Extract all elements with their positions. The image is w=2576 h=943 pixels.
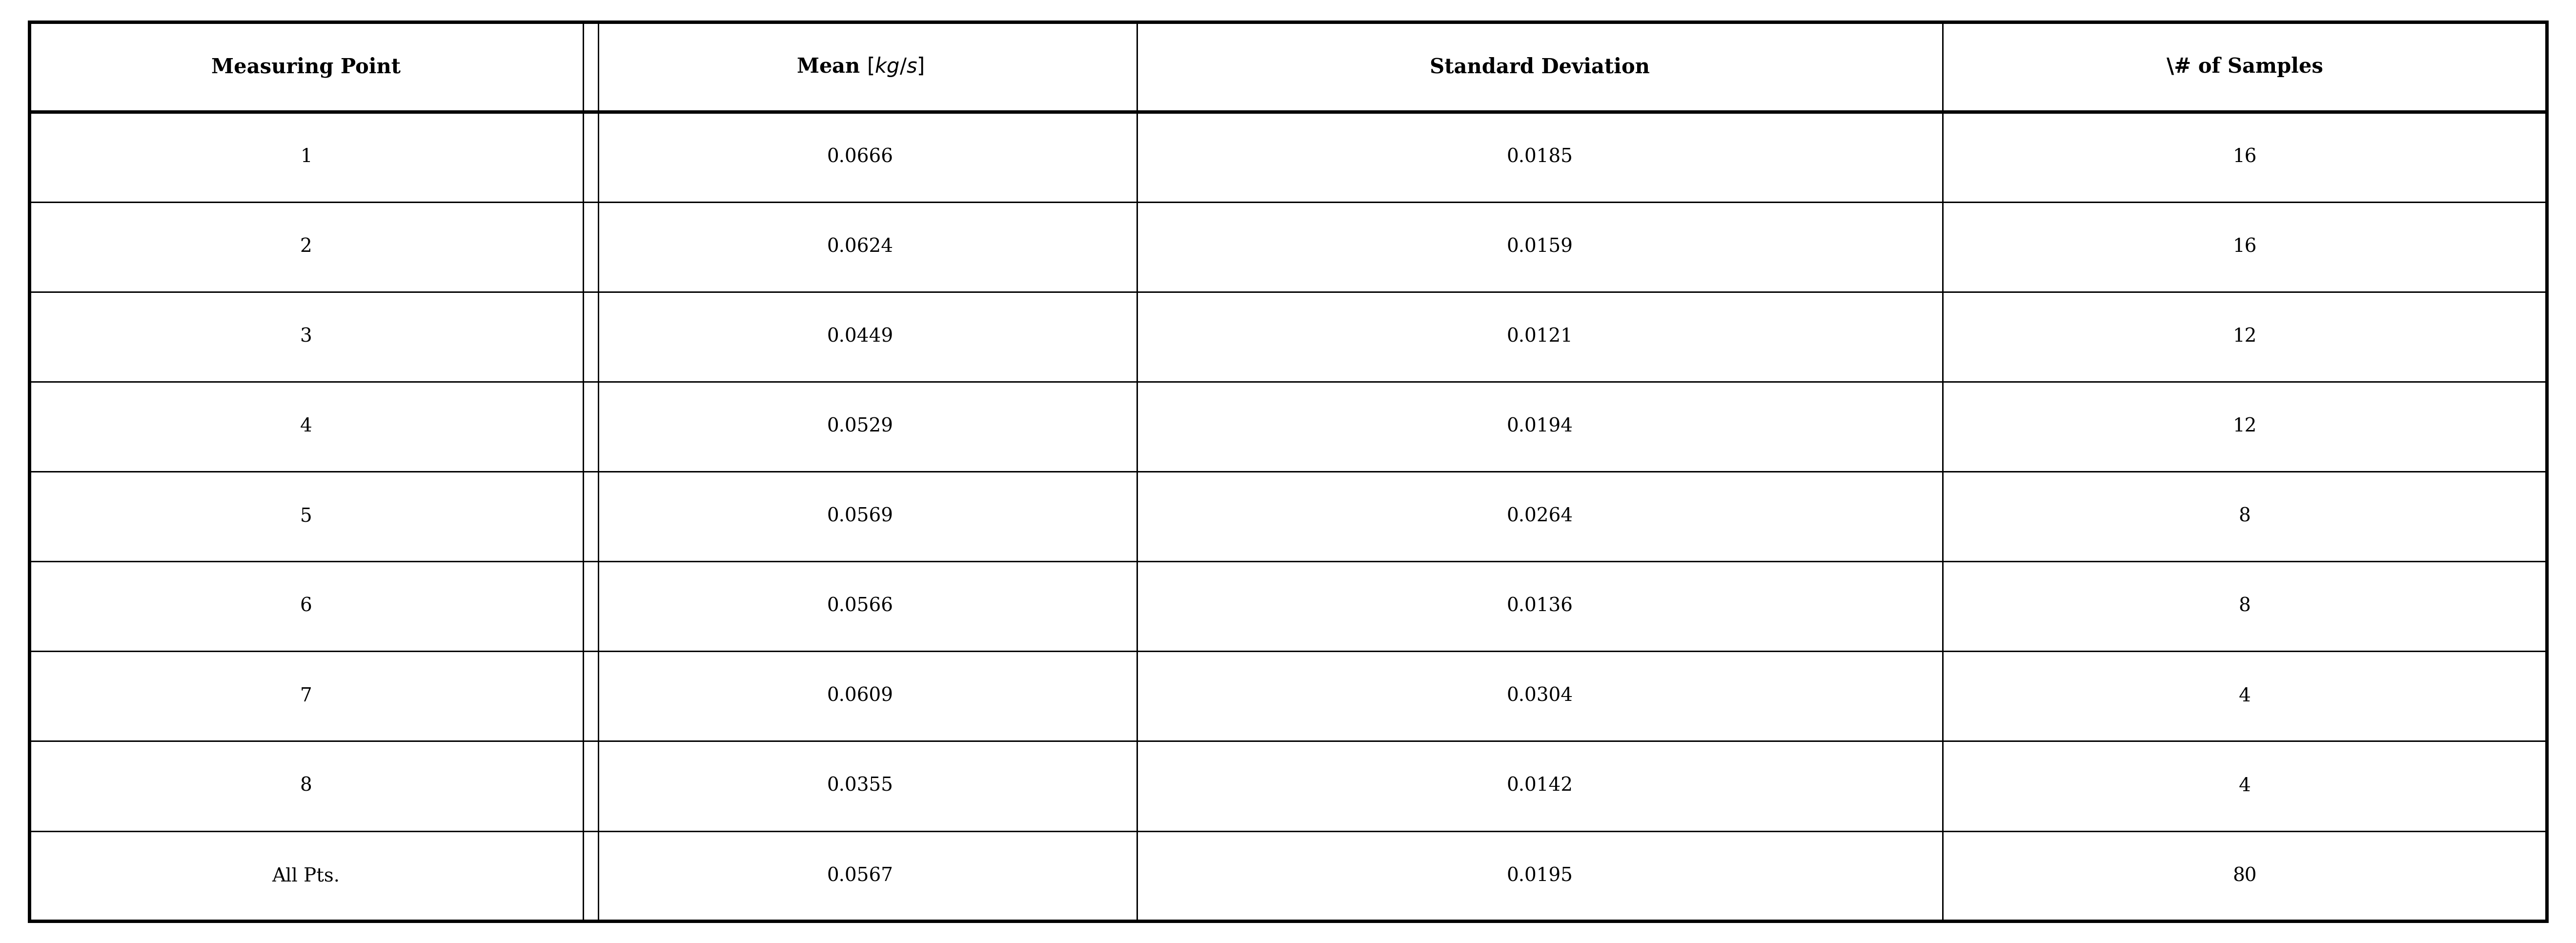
Text: 0.0304: 0.0304 — [1507, 687, 1574, 705]
Bar — [1136, 652, 1942, 741]
Bar — [1942, 382, 2548, 472]
Bar — [582, 202, 1136, 291]
Text: 0.0185: 0.0185 — [1507, 148, 1574, 166]
Text: 16: 16 — [2233, 148, 2257, 166]
Bar — [582, 22, 1136, 112]
Text: 0.0566: 0.0566 — [827, 597, 894, 616]
Bar — [582, 472, 1136, 561]
Bar — [1136, 382, 1942, 472]
Text: 4: 4 — [299, 418, 312, 436]
Bar — [1942, 741, 2548, 831]
Bar — [1136, 291, 1942, 382]
Text: Mean $[kg/s]$: Mean $[kg/s]$ — [796, 56, 925, 78]
Bar — [1942, 831, 2548, 921]
Text: 12: 12 — [2233, 327, 2257, 346]
Text: 0.0136: 0.0136 — [1507, 597, 1574, 616]
Text: 0.0142: 0.0142 — [1507, 777, 1574, 795]
Text: 7: 7 — [299, 687, 312, 705]
Bar — [28, 291, 582, 382]
Text: 5: 5 — [299, 507, 312, 525]
Bar — [1136, 472, 1942, 561]
Text: 0.0159: 0.0159 — [1507, 238, 1574, 256]
Bar — [28, 382, 582, 472]
Bar — [28, 831, 582, 921]
Text: 0.0264: 0.0264 — [1507, 507, 1574, 525]
Text: All Pts.: All Pts. — [273, 867, 340, 885]
Bar — [28, 112, 582, 202]
Bar — [28, 202, 582, 291]
Text: 0.0195: 0.0195 — [1507, 867, 1574, 885]
Bar — [1136, 112, 1942, 202]
Bar — [582, 291, 1136, 382]
Bar — [1942, 561, 2548, 652]
Bar — [582, 652, 1136, 741]
Bar — [1942, 22, 2548, 112]
Bar — [28, 472, 582, 561]
Text: 0.0569: 0.0569 — [827, 507, 894, 525]
Text: 8: 8 — [2239, 507, 2251, 525]
Text: 1: 1 — [299, 148, 312, 166]
Text: 16: 16 — [2233, 238, 2257, 256]
Text: 8: 8 — [299, 777, 312, 795]
Text: Measuring Point: Measuring Point — [211, 57, 402, 77]
Text: 0.0567: 0.0567 — [827, 867, 894, 885]
Bar — [1942, 472, 2548, 561]
Bar — [28, 741, 582, 831]
Bar — [1136, 202, 1942, 291]
Text: 0.0194: 0.0194 — [1507, 418, 1574, 436]
Bar — [582, 382, 1136, 472]
Text: 0.0121: 0.0121 — [1507, 327, 1574, 346]
Bar — [1136, 831, 1942, 921]
Bar — [582, 112, 1136, 202]
Text: 6: 6 — [299, 597, 312, 616]
Bar — [1136, 561, 1942, 652]
Text: 0.0449: 0.0449 — [827, 327, 894, 346]
Bar — [582, 831, 1136, 921]
Bar — [1942, 652, 2548, 741]
Text: 80: 80 — [2233, 867, 2257, 885]
Text: \# of Samples: \# of Samples — [2166, 57, 2324, 77]
Bar — [28, 22, 582, 112]
Bar — [1136, 741, 1942, 831]
Bar — [1136, 22, 1942, 112]
Bar — [28, 561, 582, 652]
Text: 4: 4 — [2239, 777, 2251, 795]
Text: 2: 2 — [299, 238, 312, 256]
Text: 0.0355: 0.0355 — [827, 777, 894, 795]
Text: 4: 4 — [2239, 687, 2251, 705]
Bar — [28, 652, 582, 741]
Text: 0.0609: 0.0609 — [827, 687, 894, 705]
Bar — [1942, 291, 2548, 382]
Text: 0.0624: 0.0624 — [827, 238, 894, 256]
Bar — [1942, 202, 2548, 291]
Text: 3: 3 — [299, 327, 312, 346]
Text: Standard Deviation: Standard Deviation — [1430, 57, 1649, 77]
Text: 0.0529: 0.0529 — [827, 418, 894, 436]
Text: 0.0666: 0.0666 — [827, 148, 894, 166]
Bar — [582, 561, 1136, 652]
Text: 12: 12 — [2233, 418, 2257, 436]
Bar — [1942, 112, 2548, 202]
Bar — [582, 741, 1136, 831]
Text: 8: 8 — [2239, 597, 2251, 616]
